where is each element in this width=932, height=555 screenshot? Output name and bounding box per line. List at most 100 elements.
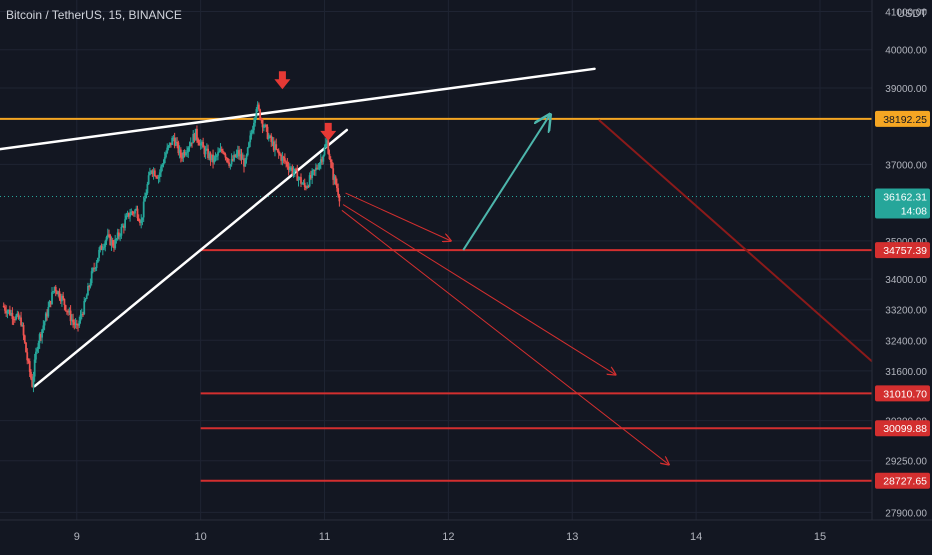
candle-bullish (214, 155, 217, 157)
candle-bearish (265, 124, 268, 127)
candle-bullish (167, 145, 170, 148)
candle-bearish (222, 150, 224, 153)
candle-bullish (37, 343, 40, 349)
candle-bearish (181, 157, 183, 159)
candle-bearish (291, 167, 294, 174)
candle-bullish (126, 212, 129, 216)
y-tick-label: 31600.00 (885, 367, 927, 378)
candle-bullish (48, 300, 51, 308)
candle-bullish (21, 325, 24, 327)
candle-bearish (243, 158, 245, 167)
candle-bearish (65, 310, 68, 312)
candle-bullish (186, 152, 188, 154)
candle-bullish (199, 143, 202, 146)
candle-bullish (38, 334, 41, 344)
candle-bearish (12, 318, 15, 320)
candle-bullish (322, 155, 325, 162)
projections (341, 115, 669, 465)
candle-bullish (326, 140, 328, 144)
candle-bullish (218, 151, 221, 153)
candle-bearish (176, 142, 179, 144)
candle-bullish (120, 226, 123, 236)
candle-bullish (10, 312, 13, 316)
projection-arrow-down (345, 192, 451, 241)
candle-bearish (279, 153, 281, 156)
candle-bullish (166, 147, 169, 153)
candle-bullish (246, 147, 249, 156)
candle-bullish (121, 225, 124, 227)
candle-bearish (212, 154, 214, 163)
candle-bearish (93, 268, 96, 270)
support-price-badge: 28727.65 (883, 476, 927, 488)
candle-bullish (61, 295, 63, 302)
candle-bearish (276, 148, 279, 151)
candle-bullish (178, 149, 181, 154)
candle-bearish (193, 133, 196, 141)
candle-bullish (262, 126, 265, 128)
candle-bearish (23, 335, 26, 343)
candle-bearish (151, 170, 154, 174)
candle-bearish (209, 153, 212, 161)
candle-bearish (238, 150, 240, 157)
candle-bearish (327, 140, 330, 154)
candle-bearish (170, 142, 172, 145)
candle-bullish (119, 235, 122, 237)
candle-bearish (259, 109, 262, 120)
candle-bearish (118, 232, 120, 237)
candle-bearish (286, 162, 289, 167)
candle-bullish (162, 163, 165, 165)
candle-bullish (124, 219, 127, 228)
candle-bearish (153, 170, 156, 177)
candle-bearish (225, 157, 228, 159)
candle-bearish (2, 305, 5, 308)
candle-bullish (52, 291, 55, 293)
candle-bearish (331, 162, 333, 169)
candle-bullish (135, 208, 138, 211)
y-tick-label: 40000.00 (885, 46, 927, 57)
candle-bullish (160, 166, 162, 173)
candle-bearish (305, 186, 307, 189)
candle-bullish (89, 283, 92, 287)
candle-bullish (245, 155, 248, 160)
candle-bullish (324, 143, 327, 148)
candle-bullish (134, 210, 136, 214)
candle-bullish (96, 257, 99, 263)
candle-bullish (254, 117, 257, 123)
candle-bullish (33, 359, 36, 377)
support-price-badge-bg (875, 385, 930, 402)
candle-bullish (35, 351, 37, 360)
candle-bullish (293, 168, 296, 172)
candle-bullish (150, 170, 153, 173)
markers (274, 71, 337, 141)
candle-bearish (62, 295, 65, 299)
candle-bearish (334, 176, 337, 184)
candle-bullish (115, 238, 118, 240)
candle-bullish (110, 239, 113, 245)
candle-bullish (204, 149, 207, 155)
candle-bullish (314, 167, 317, 171)
candle-bearish (283, 158, 286, 162)
projection-arrow-down (342, 204, 616, 375)
candle-bullish (158, 172, 161, 177)
candle-bullish (301, 183, 304, 185)
candle-bearish (234, 154, 237, 157)
y-tick-label: 39000.00 (885, 84, 927, 95)
candle-bearish (11, 312, 14, 319)
candle-bullish (235, 153, 238, 157)
candle-bullish (213, 156, 216, 163)
candle-bearish (261, 119, 264, 128)
candle-bearish (20, 317, 22, 326)
candle-bearish (313, 169, 316, 171)
candle-bullish (144, 198, 146, 202)
x-tick-label: 15 (814, 531, 826, 543)
candle-bullish (292, 171, 295, 174)
candle-bearish (270, 135, 273, 142)
candle-bullish (333, 176, 336, 180)
candle-bearish (257, 104, 260, 110)
candle-bullish (297, 178, 300, 181)
candle-bullish (78, 320, 81, 326)
candle-bullish (239, 154, 242, 157)
candle-bearish (17, 313, 20, 319)
